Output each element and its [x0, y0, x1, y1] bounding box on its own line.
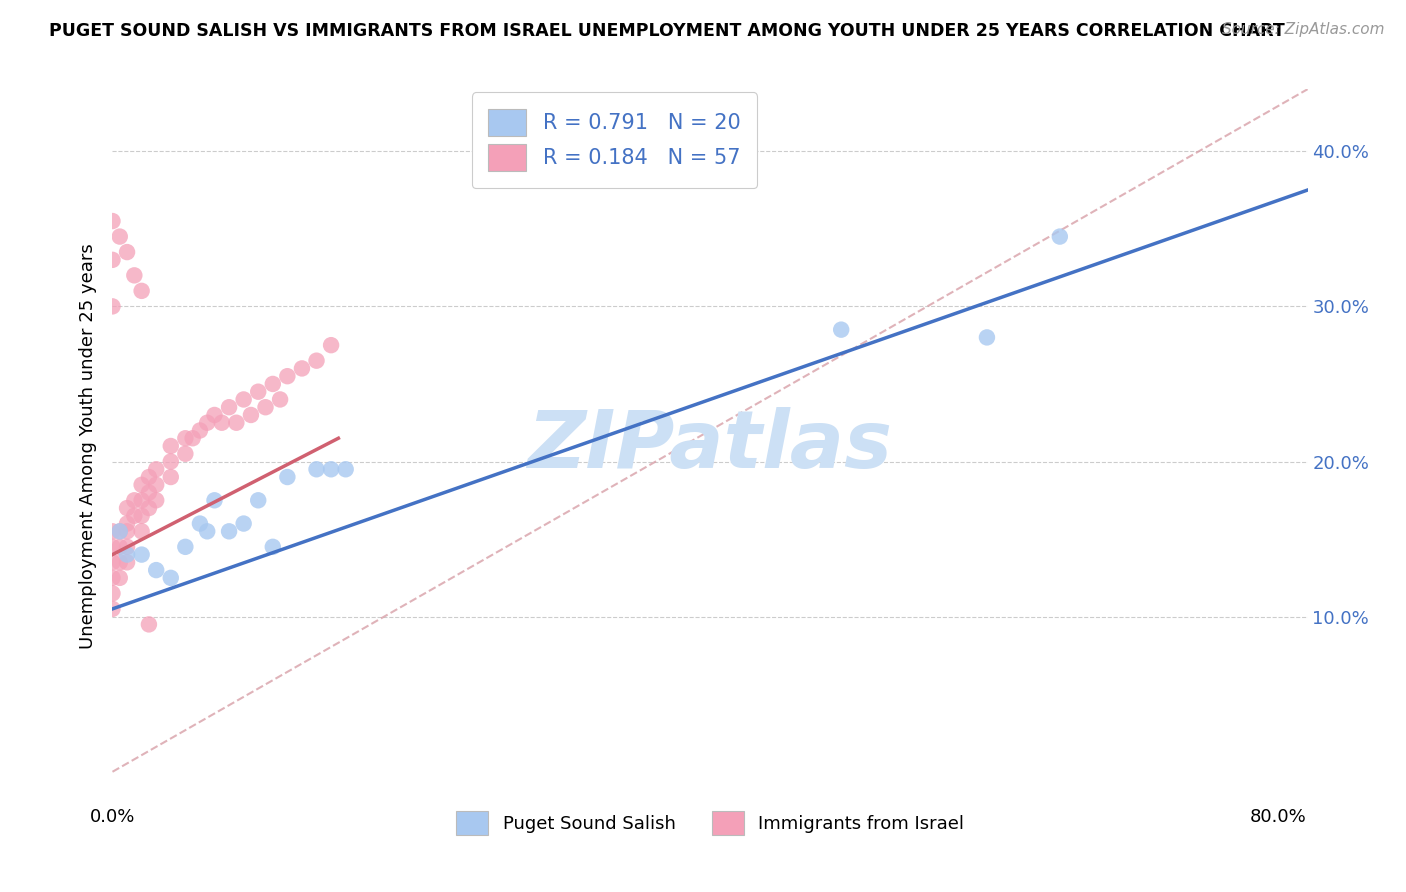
Point [195, 524, 218, 539]
Point [145, 563, 167, 577]
Point [101, 252, 124, 267]
Point [305, 462, 328, 476]
Point [115, 548, 138, 562]
Point [138, 485, 160, 500]
Point [101, 571, 124, 585]
Point [276, 369, 298, 384]
Point [305, 353, 328, 368]
Point [131, 284, 153, 298]
Point [101, 602, 124, 616]
Point [830, 323, 852, 337]
Point [101, 299, 124, 313]
Point [159, 571, 181, 585]
Point [976, 330, 998, 344]
Point [115, 245, 138, 260]
Point [131, 524, 153, 539]
Point [247, 384, 270, 399]
Point [101, 540, 124, 554]
Point [239, 408, 262, 422]
Point [115, 501, 138, 516]
Point [232, 392, 254, 407]
Point [124, 268, 146, 283]
Point [159, 454, 181, 468]
Point [254, 401, 277, 415]
Point [204, 408, 226, 422]
Point [108, 524, 131, 539]
Point [262, 376, 284, 391]
Point [276, 470, 298, 484]
Point [188, 516, 211, 531]
Point [188, 424, 211, 438]
Point [138, 470, 160, 484]
Point [131, 548, 153, 562]
Point [159, 470, 181, 484]
Point [131, 477, 153, 491]
Point [145, 493, 167, 508]
Point [195, 416, 218, 430]
Point [218, 401, 240, 415]
Point [115, 516, 138, 531]
Point [269, 392, 291, 407]
Point [138, 617, 160, 632]
Point [131, 493, 153, 508]
Point [174, 540, 197, 554]
Point [1049, 229, 1071, 244]
Point [262, 540, 284, 554]
Point [115, 555, 138, 569]
Point [101, 555, 124, 569]
Point [247, 493, 270, 508]
Point [101, 524, 124, 539]
Point [108, 524, 131, 539]
Point [204, 493, 226, 508]
Text: Source: ZipAtlas.com: Source: ZipAtlas.com [1222, 22, 1385, 37]
Point [174, 447, 197, 461]
Point [101, 214, 124, 228]
Text: ZIPatlas: ZIPatlas [527, 407, 893, 485]
Point [225, 416, 247, 430]
Point [218, 524, 240, 539]
Legend: Puget Sound Salish, Immigrants from Israel: Puget Sound Salish, Immigrants from Isra… [447, 803, 973, 844]
Point [291, 361, 314, 376]
Point [145, 462, 167, 476]
Point [174, 431, 197, 445]
Y-axis label: Unemployment Among Youth under 25 years: Unemployment Among Youth under 25 years [79, 244, 97, 648]
Point [108, 540, 131, 554]
Point [115, 540, 138, 554]
Point [319, 462, 342, 476]
Point [108, 555, 131, 569]
Point [159, 439, 181, 453]
Point [181, 431, 204, 445]
Point [115, 524, 138, 539]
Point [131, 508, 153, 523]
Point [108, 229, 131, 244]
Point [124, 493, 146, 508]
Point [101, 586, 124, 600]
Point [232, 516, 254, 531]
Point [145, 477, 167, 491]
Text: PUGET SOUND SALISH VS IMMIGRANTS FROM ISRAEL UNEMPLOYMENT AMONG YOUTH UNDER 25 Y: PUGET SOUND SALISH VS IMMIGRANTS FROM IS… [49, 22, 1285, 40]
Point [138, 501, 160, 516]
Point [124, 508, 146, 523]
Point [211, 416, 233, 430]
Point [108, 571, 131, 585]
Point [335, 462, 357, 476]
Point [319, 338, 342, 352]
